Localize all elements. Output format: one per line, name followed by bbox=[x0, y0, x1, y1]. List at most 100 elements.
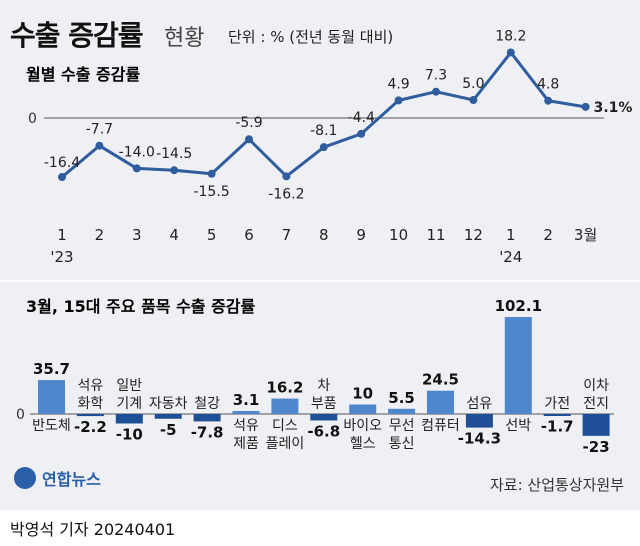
bar-category-label: 통신 bbox=[389, 436, 415, 452]
line-x-tick-label: 2 bbox=[543, 226, 553, 244]
line-data-label: 3.1% bbox=[594, 100, 633, 116]
bar-value-label: -7.8 bbox=[191, 423, 224, 441]
line-x-tick-label: 3 bbox=[132, 226, 142, 244]
bar bbox=[193, 414, 221, 422]
chart-panel bbox=[0, 0, 640, 510]
bar bbox=[582, 414, 610, 436]
bar bbox=[271, 398, 299, 414]
line-point bbox=[207, 169, 216, 178]
line-x-tick-label: 3월 bbox=[574, 226, 597, 244]
line-point bbox=[394, 96, 403, 105]
bar-category-label: 섬유 bbox=[467, 396, 493, 412]
bar-value-label: 10 bbox=[352, 385, 373, 403]
bar bbox=[310, 414, 338, 421]
bar-value-label: -1.7 bbox=[541, 418, 574, 436]
charts-svg: 월별 수출 증감률 0 -16.4 -7.7 -14.0 -14.5 -15.5 -5.9 -1… bbox=[16, 28, 633, 456]
line-point bbox=[282, 172, 291, 181]
bar-value-label: 35.7 bbox=[33, 360, 70, 378]
line-point bbox=[95, 141, 104, 150]
line-x-tick-label: 5 bbox=[207, 226, 217, 244]
line-point bbox=[58, 173, 66, 182]
bar-category-label: 반도체 bbox=[32, 418, 71, 434]
unit-note: 단위 : % (전년 동월 대비) bbox=[228, 28, 394, 46]
bar-category-label: 부품 bbox=[311, 396, 337, 412]
line-data-label: 4.9 bbox=[387, 76, 409, 92]
bar bbox=[504, 317, 532, 414]
bar bbox=[427, 390, 454, 414]
line-x-tick-label: 1 bbox=[506, 226, 516, 244]
bar bbox=[465, 414, 493, 428]
bar-chart-title: 3월, 15대 주요 품목 수출 증감률 bbox=[26, 297, 256, 316]
bar-category-label: 일반 bbox=[116, 378, 142, 394]
section-divider bbox=[0, 280, 640, 282]
line-x-tick-label: 6 bbox=[244, 226, 254, 244]
bar-category-label: 선박 bbox=[505, 418, 531, 434]
bar bbox=[232, 411, 260, 414]
bar-category-label: 차 bbox=[317, 378, 330, 394]
bar-value-label: -10 bbox=[116, 426, 143, 444]
bar-value-label: -2.2 bbox=[74, 418, 107, 436]
line-year-label: '24 bbox=[499, 248, 522, 266]
line-point bbox=[581, 102, 590, 111]
bar-category-label: 디스 bbox=[272, 418, 298, 434]
credit-line: 박영석 기자 20240401 bbox=[10, 520, 176, 539]
logo-text: 연합뉴스 bbox=[42, 470, 101, 489]
logo: 연합뉴스 bbox=[14, 466, 101, 490]
line-x-tick-label: 7 bbox=[282, 226, 292, 244]
line-point bbox=[469, 96, 478, 104]
source-note: 자료: 산업통상자원부 bbox=[489, 476, 624, 494]
line-data-label: 7.3 bbox=[425, 68, 447, 84]
line-data-label: -16.4 bbox=[44, 155, 80, 171]
line-data-label: 5.0 bbox=[462, 76, 484, 92]
line-year-label: '23 bbox=[50, 248, 73, 266]
bar-category-label: 헬스 bbox=[350, 436, 376, 452]
bar-value-label: 3.1 bbox=[233, 391, 260, 409]
bar bbox=[115, 414, 143, 424]
line-data-label: 18.2 bbox=[495, 28, 526, 44]
bar-value-label: 24.5 bbox=[422, 371, 459, 389]
bar-category-label: 바이오 bbox=[343, 418, 382, 434]
bar-value-label: -6.8 bbox=[307, 422, 340, 440]
bar-value-label: -23 bbox=[583, 438, 610, 456]
bar bbox=[76, 414, 104, 417]
bar-category-label: 가전 bbox=[544, 396, 570, 412]
line-x-tick-label: 10 bbox=[389, 226, 408, 244]
bar-category-label: 제품 bbox=[233, 436, 259, 452]
line-data-label: -14.0 bbox=[119, 144, 155, 160]
bar-category-label: 기계 bbox=[116, 396, 142, 412]
line-point bbox=[544, 96, 553, 105]
bar bbox=[38, 380, 65, 414]
line-data-label: -16.2 bbox=[268, 186, 304, 202]
line-point bbox=[132, 164, 141, 173]
bar bbox=[543, 414, 571, 416]
line-data-label: -14.5 bbox=[156, 146, 192, 162]
line-data-label: -8.1 bbox=[310, 123, 337, 139]
line-data-label: -7.7 bbox=[86, 122, 113, 138]
line-x-tick-label: 12 bbox=[464, 226, 483, 244]
bar bbox=[349, 404, 377, 414]
bar bbox=[388, 408, 416, 414]
bar-chart-zero-label: 0 bbox=[16, 407, 25, 423]
line-x-tick-label: 2 bbox=[95, 226, 105, 244]
line-point bbox=[357, 129, 366, 138]
line-data-label: -5.9 bbox=[235, 115, 262, 131]
line-chart-title: 월별 수출 증감률 bbox=[26, 65, 140, 84]
bar-category-label: 무선 bbox=[389, 418, 415, 434]
line-x-tick-label: 11 bbox=[426, 226, 445, 244]
bar-category-label: 전지 bbox=[583, 396, 609, 412]
line-point bbox=[506, 48, 515, 57]
line-point bbox=[432, 87, 440, 96]
bar bbox=[154, 414, 182, 419]
line-x-tick-label: 8 bbox=[319, 226, 329, 244]
line-data-label: -4.4 bbox=[348, 110, 375, 126]
line-chart-zero-label: 0 bbox=[28, 111, 37, 127]
bar-category-label: 플레이 bbox=[266, 436, 305, 452]
line-point bbox=[245, 135, 253, 144]
main-title: 수출 증감률 bbox=[10, 19, 144, 52]
bar-value-label: 5.5 bbox=[388, 389, 415, 407]
bar-category-label: 화학 bbox=[78, 396, 104, 412]
bar-category-label: 석유 bbox=[233, 418, 259, 434]
line-x-tick-label: 9 bbox=[356, 226, 366, 244]
line-point bbox=[170, 166, 179, 175]
